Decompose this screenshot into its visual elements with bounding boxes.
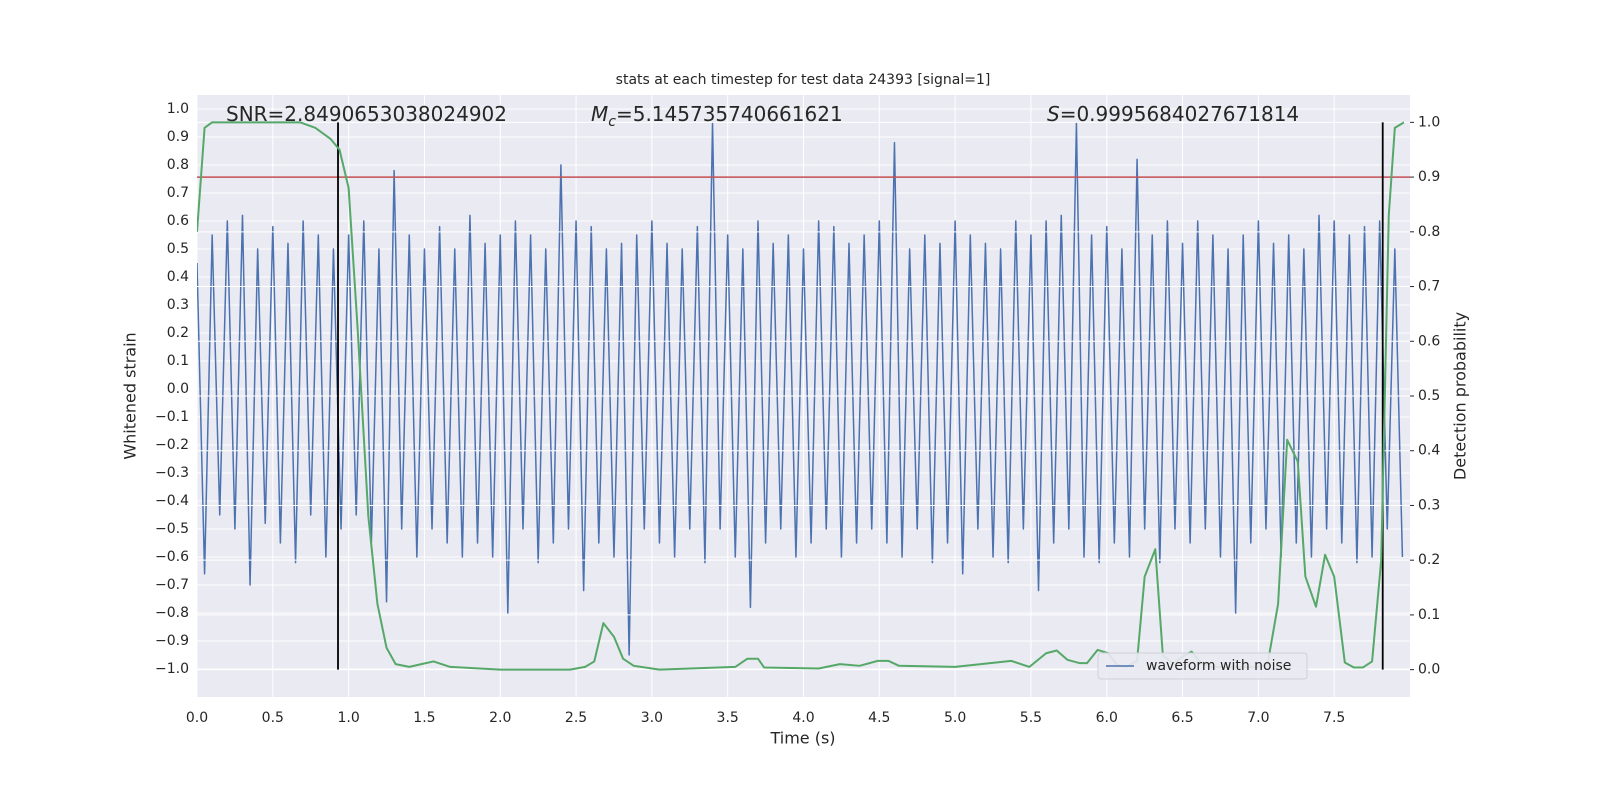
- annotation-subscript: c: [608, 114, 616, 130]
- x-tick-label: 4.5: [868, 710, 890, 726]
- y-tick-label: 0.0: [167, 381, 189, 397]
- x-tick-label: 3.0: [641, 710, 663, 726]
- legend-box: [1097, 652, 1308, 680]
- x-tick-label: 3.5: [717, 710, 739, 726]
- x-tick-label: 5.0: [944, 710, 966, 726]
- annotation: S=0.9995684027671814: [1047, 102, 1299, 126]
- y-tick-label: 0.9: [167, 129, 189, 145]
- x-axis-label: Time (s): [769, 729, 835, 748]
- y2-tick-label: 0.9: [1418, 169, 1440, 185]
- x-tick-label: 0.0: [186, 710, 208, 726]
- y2-axis-label: Detection probability: [1451, 312, 1470, 480]
- series-line: [197, 122, 1404, 656]
- plot-layer: [197, 95, 1410, 697]
- y2-tick-label: 0.0: [1418, 662, 1440, 678]
- y-tick-label: −0.4: [155, 493, 189, 509]
- y2-tick-label: 0.7: [1418, 279, 1440, 295]
- y2-tick-label: 0.4: [1418, 443, 1440, 459]
- y-tick-label: −1.0: [155, 661, 189, 677]
- x-tick-label: 7.5: [1323, 710, 1345, 726]
- x-tick-label: 7.0: [1247, 710, 1269, 726]
- x-tick-label: 4.0: [792, 710, 814, 726]
- y-tick-label: −0.6: [155, 549, 189, 565]
- y-tick-label: −0.3: [155, 465, 189, 481]
- annotation: SNR=2.8490653038024902: [226, 102, 507, 126]
- chart-title: stats at each timestep for test data 243…: [616, 72, 991, 88]
- y-tick-label: 0.1: [167, 353, 189, 369]
- annotation-text: =5.145735740661621: [616, 102, 843, 126]
- y-tick-label: −0.1: [155, 409, 189, 425]
- annotation-symbol: S: [1047, 102, 1060, 126]
- y2-tick-label: 0.6: [1418, 333, 1440, 349]
- y-tick-label: 0.7: [167, 185, 189, 201]
- x-tick-label: 6.5: [1171, 710, 1193, 726]
- series-line: [197, 121, 1405, 671]
- y-tick-label: 0.4: [167, 269, 189, 285]
- legend-label: waveform with noise: [1146, 658, 1291, 674]
- x-tick-label: 5.5: [1020, 710, 1042, 726]
- annotation-text: SNR=2.8490653038024902: [226, 102, 507, 126]
- y2-tick-label: 0.5: [1418, 388, 1440, 404]
- x-tick-label: 6.0: [1096, 710, 1118, 726]
- y-tick-label: 0.5: [167, 241, 189, 257]
- y2-tick-label: 0.2: [1418, 552, 1440, 568]
- x-tick-label: 1.5: [413, 710, 435, 726]
- annotation-symbol: M: [591, 102, 608, 126]
- y2-tick-label: 0.1: [1418, 607, 1440, 623]
- y-tick-label: 1.0: [167, 101, 189, 117]
- y-tick-label: 0.6: [167, 213, 189, 229]
- y2-tick-label: 1.0: [1418, 114, 1440, 130]
- y-tick-label: −0.2: [155, 437, 189, 453]
- y-tick-label: −0.8: [155, 605, 189, 621]
- y2-tick-label: 0.8: [1418, 224, 1440, 240]
- y-tick-label: −0.5: [155, 521, 189, 537]
- y-tick-label: 0.3: [167, 297, 189, 313]
- y-tick-label: 0.2: [167, 325, 189, 341]
- y-tick-label: 0.8: [167, 157, 189, 173]
- x-tick-label: 0.5: [262, 710, 284, 726]
- x-tick-label: 1.0: [337, 710, 359, 726]
- annotation: Mc=5.145735740661621: [591, 102, 843, 130]
- annotation-text: =0.9995684027671814: [1060, 102, 1299, 126]
- y-axis-label: Whitened strain: [121, 332, 140, 459]
- x-tick-label: 2.5: [565, 710, 587, 726]
- y-tick-label: −0.9: [155, 633, 189, 649]
- x-tick-label: 2.0: [489, 710, 511, 726]
- y-tick-label: −0.7: [155, 577, 189, 593]
- y2-tick-label: 0.3: [1418, 497, 1440, 513]
